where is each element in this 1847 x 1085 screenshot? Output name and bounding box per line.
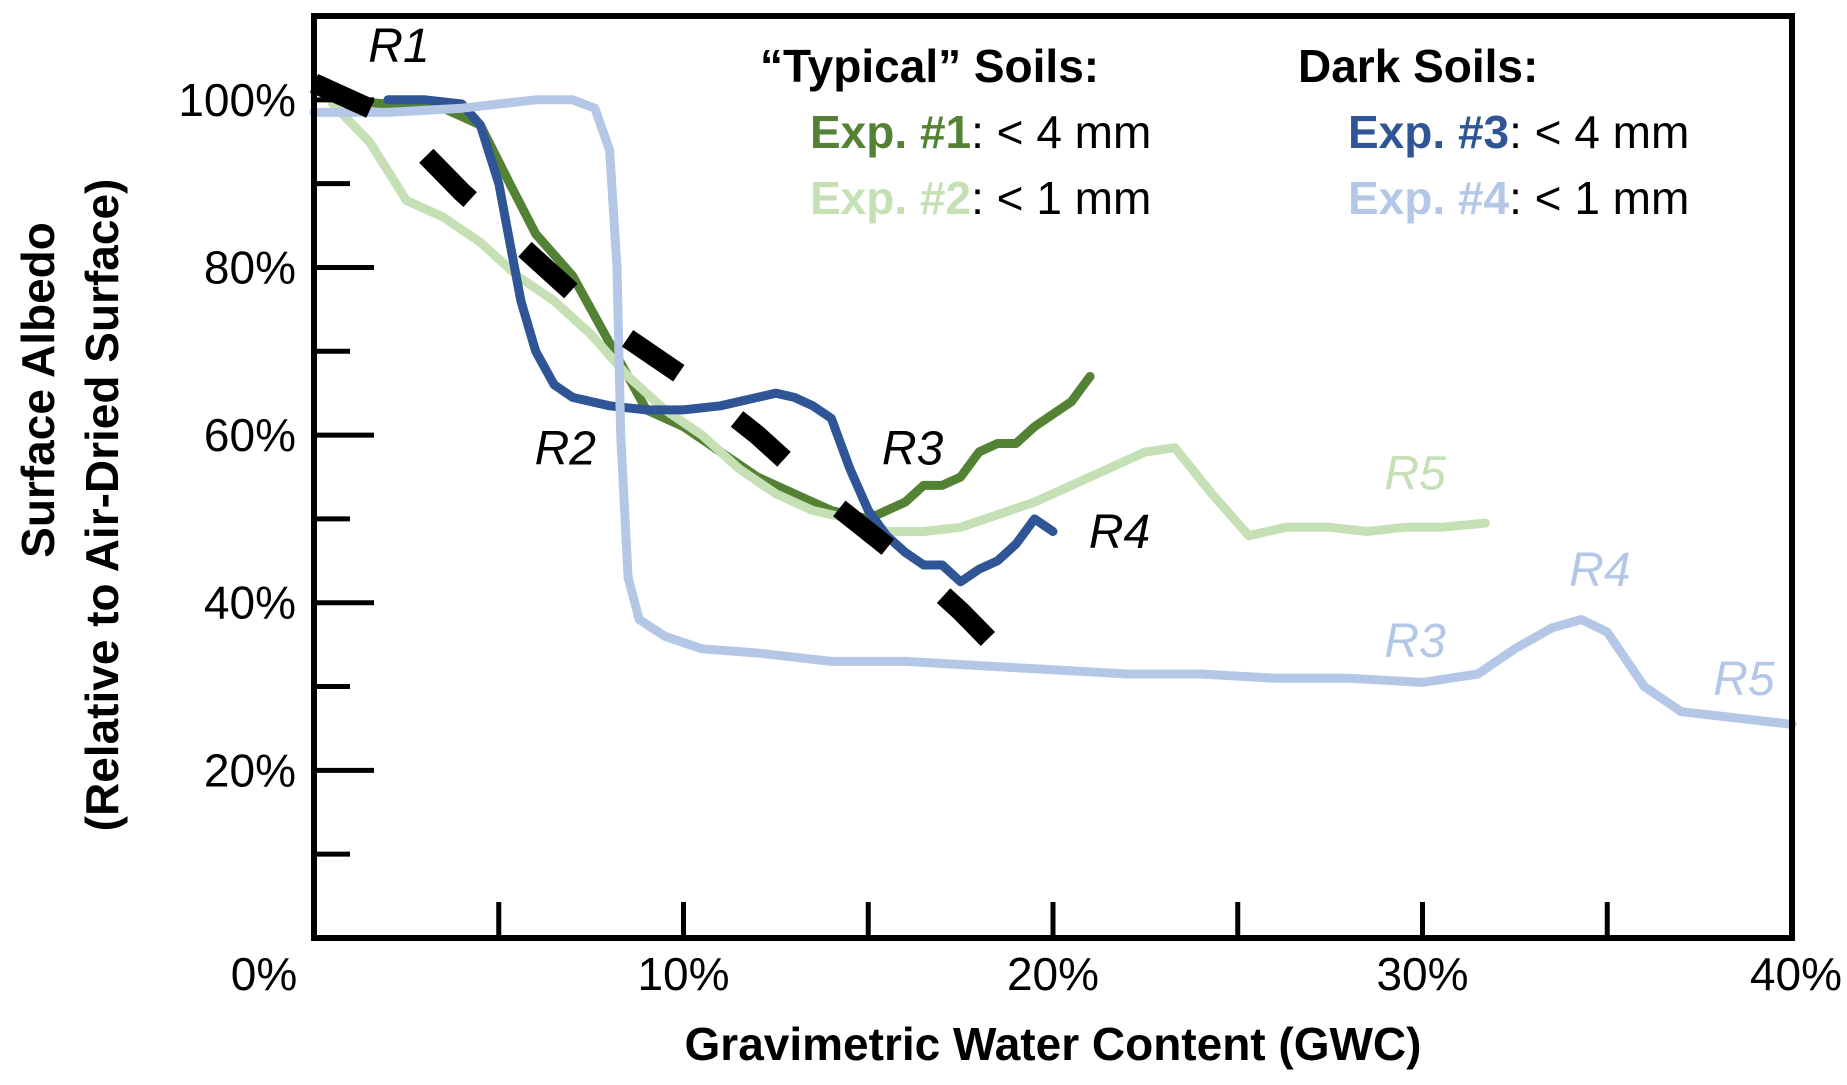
legend-exp1-label: Exp. [810, 106, 907, 158]
x-tick-label: 30% [1376, 948, 1468, 1000]
x-tick-label: 0% [231, 948, 297, 1000]
legend-exp4-desc: : < 1 mm [1509, 172, 1689, 224]
legend-exp4-number: #4 [1458, 172, 1510, 224]
x-tick-label: 20% [1007, 948, 1099, 1000]
y-axis-subtitle: (Relative to Air-Dried Surface) [76, 179, 128, 832]
legend-entry-exp2: Exp. #2: < 1 mm [810, 172, 1151, 224]
region-label-4: R4 [1089, 506, 1150, 559]
trend-line-dashed [309, 73, 1042, 694]
x-tick-label: 10% [637, 948, 729, 1000]
legend-entry-exp4: Exp. #4: < 1 mm [1348, 172, 1689, 224]
y-tick-label: 40% [204, 577, 296, 629]
legend-exp1-number: #1 [920, 106, 971, 158]
legend-exp3-label: Exp. [1348, 106, 1445, 158]
series-line-2 [328, 99, 1490, 541]
region-label-7: R4 [1569, 544, 1630, 597]
x-axis-title: Gravimetric Water Content (GWC) [685, 1018, 1422, 1070]
legend: “Typical” Soils: Dark Soils: Exp. #1: < … [760, 40, 1689, 224]
x-tick-label: 40% [1750, 948, 1842, 1000]
y-tick-label: 20% [204, 744, 296, 796]
legend-exp3-desc: : < 4 mm [1509, 106, 1689, 158]
legend-exp2-label: Exp. [810, 172, 907, 224]
region-label-8: R5 [1713, 653, 1775, 706]
legend-entry-exp1: Exp. #1: < 4 mm [810, 106, 1151, 158]
y-tick-label: 100% [178, 74, 296, 126]
legend-exp1-desc: : < 4 mm [971, 106, 1151, 158]
legend-exp4-label: Exp. [1348, 172, 1445, 224]
legend-entry-exp3: Exp. #3: < 4 mm [1348, 106, 1689, 158]
region-label-6: R3 [1384, 615, 1446, 668]
region-label-5: R5 [1384, 448, 1446, 501]
y-tick-label: 80% [204, 241, 296, 293]
region-label-1: R1 [368, 20, 429, 73]
y-axis-title: Surface Albedo [12, 222, 64, 558]
plot-area: R1 R2 R3 R4 R5 R3 R4 R5 [309, 20, 1797, 729]
region-label-3: R3 [882, 422, 944, 475]
legend-dark-header: Dark Soils: [1298, 40, 1538, 92]
legend-exp3-number: #3 [1458, 106, 1509, 158]
legend-exp2-number: #2 [920, 172, 971, 224]
legend-typical-header: “Typical” Soils: [760, 40, 1099, 92]
series-line-3 [383, 95, 1058, 587]
axis-ticks: 20% 40% 60% 80% 100% 0% 10% 20% 30% 40% [178, 74, 1842, 1000]
y-tick-label: 60% [204, 409, 296, 461]
legend-exp2-desc: : < 1 mm [971, 172, 1151, 224]
region-label-2: R2 [535, 422, 596, 475]
series-line-4 [309, 95, 1797, 729]
